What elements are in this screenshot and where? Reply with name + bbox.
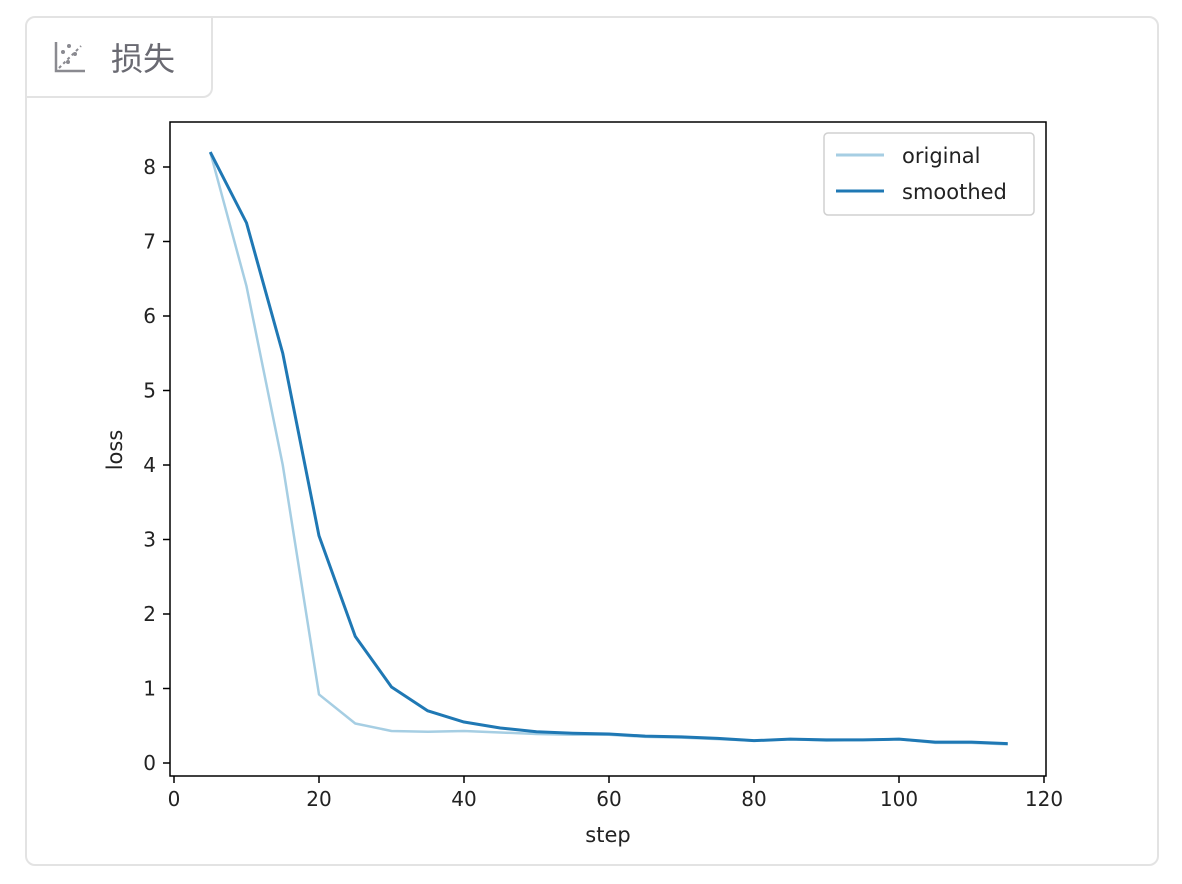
x-tick-label: 60 xyxy=(596,787,621,811)
y-tick-label: 3 xyxy=(143,528,156,552)
x-tick-label: 120 xyxy=(1025,787,1063,811)
x-axis-label: step xyxy=(585,823,630,847)
plot-area-frame xyxy=(169,121,1047,777)
x-tick-label: 80 xyxy=(741,787,766,811)
x-tick-label: 100 xyxy=(880,787,918,811)
y-tick-label: 5 xyxy=(143,379,156,403)
x-tick-label: 0 xyxy=(168,787,181,811)
y-tick-label: 7 xyxy=(143,230,156,254)
scatter-chart-icon xyxy=(53,40,87,78)
y-tick-label: 0 xyxy=(143,751,156,775)
legend-label-original: original xyxy=(902,144,981,168)
tab-loss[interactable]: 损失 xyxy=(25,16,213,98)
series-line-smoothed xyxy=(208,151,1008,746)
x-tick-label: 20 xyxy=(306,787,331,811)
x-tick-label: 40 xyxy=(451,787,476,811)
y-tick-label: 4 xyxy=(143,453,156,477)
tab-label: 损失 xyxy=(111,40,176,78)
y-tick-label: 2 xyxy=(143,602,156,626)
y-axis-label: loss xyxy=(103,430,127,471)
y-tick-label: 6 xyxy=(143,304,156,328)
y-tick-label: 1 xyxy=(143,677,156,701)
series-line-original xyxy=(209,151,1008,746)
y-tick-label: 8 xyxy=(143,155,156,179)
chart-card xyxy=(25,16,1159,866)
legend-label-smoothed: smoothed xyxy=(902,180,1007,204)
